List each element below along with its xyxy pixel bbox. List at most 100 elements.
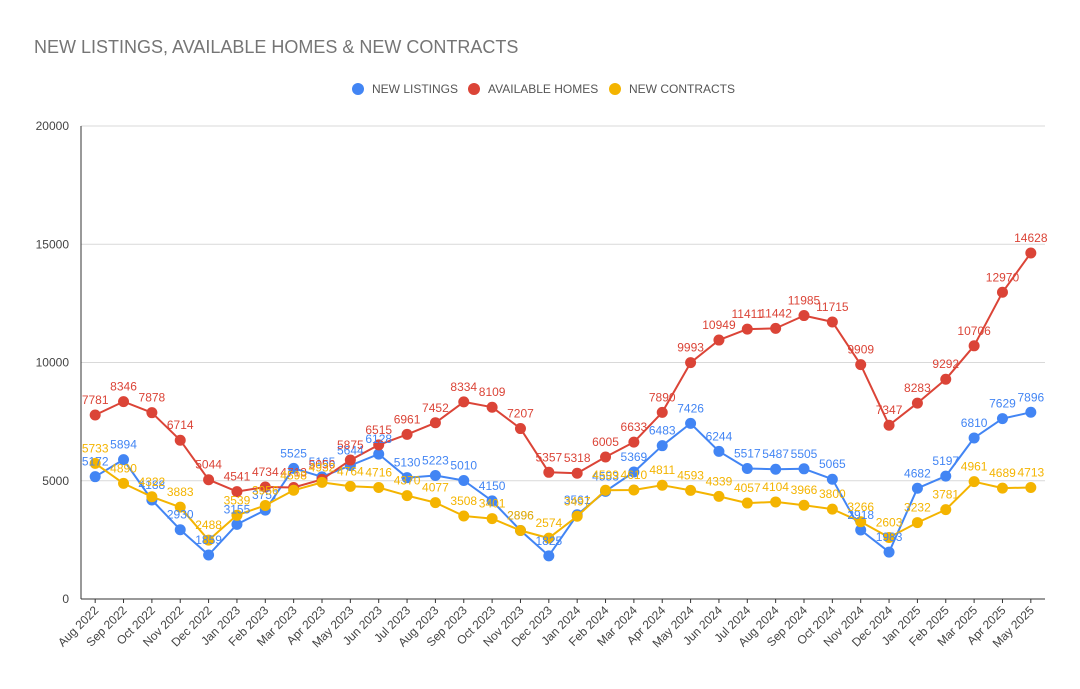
data-point xyxy=(713,490,725,502)
data-label: 11985 xyxy=(788,294,821,308)
data-label: 4553 xyxy=(592,469,619,483)
data-label: 9993 xyxy=(677,341,704,355)
data-label: 5130 xyxy=(394,456,421,470)
data-point xyxy=(89,471,101,483)
data-label: 8334 xyxy=(450,380,477,394)
data-label: 5223 xyxy=(422,453,449,467)
data-point xyxy=(89,457,101,469)
data-point xyxy=(628,466,640,478)
data-label: 11442 xyxy=(759,306,792,320)
data-label: 4339 xyxy=(706,474,733,488)
data-point xyxy=(883,531,895,543)
series-layer xyxy=(89,247,1037,562)
data-label: 8283 xyxy=(904,381,931,395)
data-point xyxy=(203,474,215,486)
data-point xyxy=(656,440,668,452)
data-label: 6515 xyxy=(365,423,392,437)
data-point xyxy=(770,322,782,334)
data-point xyxy=(855,359,867,371)
data-point xyxy=(118,454,130,466)
data-point xyxy=(968,432,980,444)
data-label: 6005 xyxy=(592,435,619,449)
legend-marker-new-contracts xyxy=(609,83,621,95)
data-point xyxy=(231,518,243,530)
data-point xyxy=(770,496,782,508)
data-label: 2574 xyxy=(535,516,562,530)
data-label: 4541 xyxy=(224,470,251,484)
data-label: 5172 xyxy=(82,455,109,469)
data-label: 4150 xyxy=(479,479,506,493)
data-point xyxy=(656,406,668,418)
data-point xyxy=(628,484,640,496)
data-label: 3539 xyxy=(224,493,251,507)
data-point xyxy=(826,473,838,485)
data-point xyxy=(826,316,838,328)
data-label: 4610 xyxy=(621,468,648,482)
data-point xyxy=(628,436,640,448)
data-point xyxy=(486,513,498,525)
data-label: 3561 xyxy=(564,493,591,507)
legend-label-available-homes: AVAILABLE HOMES xyxy=(488,82,598,96)
data-label: 8109 xyxy=(479,385,506,399)
data-point xyxy=(883,546,895,558)
data-label: 4689 xyxy=(989,466,1016,480)
data-label: 7781 xyxy=(82,393,109,407)
data-point xyxy=(600,484,612,496)
data-point xyxy=(89,409,101,421)
data-point xyxy=(600,451,612,463)
data-label: 3508 xyxy=(450,494,477,508)
data-point xyxy=(543,532,555,544)
data-label: 11411 xyxy=(731,307,763,321)
data-point xyxy=(741,463,753,475)
data-label: 3781 xyxy=(932,488,959,502)
data-point xyxy=(798,463,810,475)
data-point xyxy=(316,476,328,488)
data-point xyxy=(968,340,980,352)
data-point xyxy=(911,482,923,494)
y-axis: 0 5000 10000 15000 20000 xyxy=(36,119,82,606)
data-label: 5487 xyxy=(762,447,789,461)
data-point xyxy=(486,401,498,413)
legend-label-new-contracts: NEW CONTRACTS xyxy=(629,82,735,96)
data-point xyxy=(996,482,1008,494)
data-label: 5056 xyxy=(309,457,336,471)
data-label: 4713 xyxy=(280,466,307,480)
data-point xyxy=(373,481,385,493)
data-label: 3757 xyxy=(252,488,279,502)
data-point xyxy=(174,501,186,513)
data-label: 5875 xyxy=(337,438,364,452)
data-point xyxy=(288,484,300,496)
data-label: 4188 xyxy=(139,478,166,492)
data-label: 5318 xyxy=(564,451,591,465)
data-point xyxy=(118,396,130,408)
data-point xyxy=(911,517,923,529)
legend-marker-new-listings xyxy=(352,83,364,95)
data-label: 6633 xyxy=(621,420,648,434)
data-label: 1859 xyxy=(195,533,222,547)
data-label: 12970 xyxy=(986,270,1020,284)
data-label: 3883 xyxy=(167,485,194,499)
data-label: 5369 xyxy=(621,450,648,464)
data-label: 7426 xyxy=(677,401,704,415)
data-point xyxy=(401,472,413,484)
data-point xyxy=(1025,482,1037,494)
data-point xyxy=(855,516,867,528)
data-label: 4734 xyxy=(252,465,279,479)
data-point xyxy=(940,504,952,516)
chart-title: NEW LISTINGS, AVAILABLE HOMES & NEW CONT… xyxy=(34,37,518,57)
data-label: 2930 xyxy=(167,508,194,522)
data-label: 5505 xyxy=(791,447,818,461)
data-label: 10949 xyxy=(702,318,736,332)
y-tick-label: 0 xyxy=(62,592,69,606)
data-label: 4104 xyxy=(762,480,789,494)
data-label: 5517 xyxy=(734,447,761,461)
data-label: 5894 xyxy=(110,438,137,452)
data-label: 2918 xyxy=(847,508,874,522)
data-label: 4961 xyxy=(961,460,988,474)
y-tick-label: 10000 xyxy=(36,356,70,370)
data-label: 2603 xyxy=(876,515,903,529)
data-point xyxy=(259,481,271,493)
data-point xyxy=(685,484,697,496)
data-point xyxy=(146,491,158,503)
data-label: 5525 xyxy=(280,446,307,460)
